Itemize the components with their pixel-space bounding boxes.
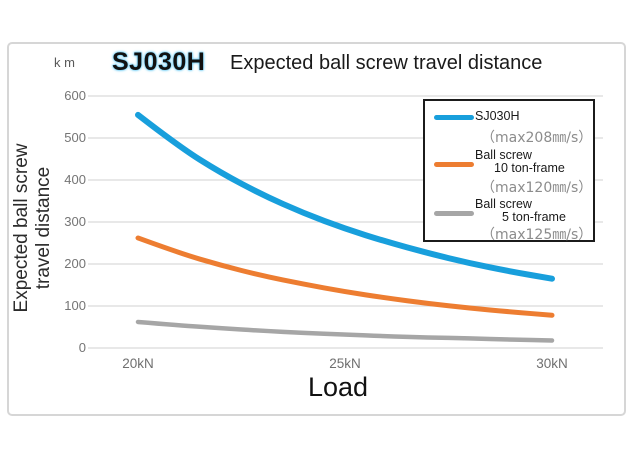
- chart-title-text: Expected ball screw travel distance: [230, 52, 543, 74]
- y-axis-tick-100: 100: [64, 298, 86, 313]
- y-axis-tick-500: 500: [64, 130, 86, 145]
- y-axis-tick-300: 300: [64, 214, 86, 229]
- legend-label: Ball screw: [475, 197, 532, 211]
- series-line-1: [135, 235, 555, 318]
- legend-label: Ball screw: [475, 148, 532, 162]
- y-unit-label: k m: [54, 55, 75, 70]
- y-axis-tick-0: 0: [78, 340, 86, 355]
- legend-max-speed: （max208㎜/s）: [481, 130, 593, 146]
- y-axis-tick-200: 200: [64, 256, 86, 271]
- legend-max-speed: （max125㎜/s）: [481, 227, 593, 243]
- series-line-0: [135, 111, 555, 282]
- y-axis-tick-600: 600: [64, 88, 86, 103]
- x-axis-tick-25kN: 25kN: [329, 356, 361, 371]
- chart-title-model: SJ030H: [112, 48, 206, 76]
- y-axis-title: Expected ball screw travel distance: [11, 144, 55, 313]
- legend-swatch-blue: [434, 115, 474, 120]
- x-axis-tick-30kN: 30kN: [536, 356, 568, 371]
- legend-swatch-gray: [434, 211, 474, 216]
- x-axis-tick-20kN: 20kN: [122, 356, 154, 371]
- legend-label: SJ030H: [475, 109, 520, 123]
- legend-max-speed: （max120㎜/s）: [481, 180, 593, 196]
- legend-sublabel: 10 ton-frame: [494, 161, 565, 175]
- legend-swatch-orange: [434, 162, 474, 167]
- legend-box: SJ030H （max208㎜/s） Ball screw 10 ton-fra…: [423, 99, 595, 243]
- y-axis-tick-400: 400: [64, 172, 86, 187]
- y-axis-title-line2: travel distance: [33, 166, 54, 290]
- y-axis-title-line1: Expected ball screw: [11, 143, 32, 313]
- x-axis-title: Load: [307, 372, 369, 402]
- legend-sublabel: 5 ton-frame: [502, 210, 566, 224]
- series-line-2: [135, 319, 555, 343]
